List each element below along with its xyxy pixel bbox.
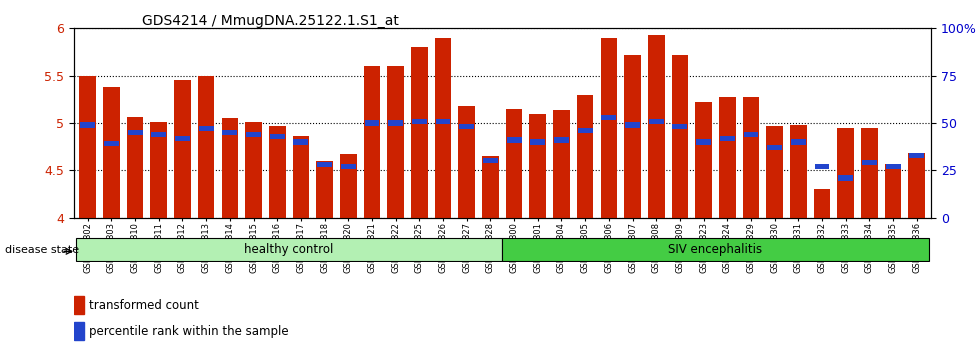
Bar bbox=[577, 95, 594, 218]
Bar bbox=[387, 66, 404, 218]
Bar bbox=[743, 97, 760, 218]
Bar bbox=[744, 132, 759, 137]
Bar bbox=[412, 119, 427, 124]
Bar bbox=[127, 130, 142, 135]
Bar bbox=[813, 189, 830, 218]
Bar bbox=[506, 109, 522, 218]
Bar bbox=[577, 128, 593, 133]
Bar bbox=[507, 137, 521, 143]
Text: disease state: disease state bbox=[5, 245, 79, 255]
Bar bbox=[411, 47, 427, 218]
Text: percentile rank within the sample: percentile rank within the sample bbox=[89, 325, 289, 338]
Text: SIV encephalitis: SIV encephalitis bbox=[668, 242, 762, 256]
Bar bbox=[104, 141, 119, 147]
Bar bbox=[601, 38, 617, 218]
Bar bbox=[766, 126, 783, 218]
Bar bbox=[625, 122, 640, 127]
Bar bbox=[861, 128, 878, 218]
Bar bbox=[459, 106, 475, 218]
Bar bbox=[886, 164, 901, 169]
Bar bbox=[909, 153, 924, 158]
Bar bbox=[103, 87, 120, 218]
Bar bbox=[838, 175, 854, 181]
Bar bbox=[553, 110, 569, 218]
Bar bbox=[648, 35, 664, 218]
Text: healthy control: healthy control bbox=[244, 242, 334, 256]
Bar bbox=[502, 239, 929, 261]
Bar bbox=[602, 115, 616, 120]
Bar bbox=[318, 162, 332, 167]
Bar bbox=[364, 66, 380, 218]
Bar bbox=[671, 55, 688, 218]
Bar bbox=[126, 117, 143, 218]
Bar bbox=[222, 130, 237, 135]
Bar bbox=[435, 38, 452, 218]
Bar bbox=[151, 122, 167, 218]
Bar bbox=[435, 119, 451, 124]
Bar bbox=[74, 322, 84, 340]
Bar bbox=[482, 156, 499, 218]
Bar bbox=[530, 139, 545, 144]
Bar bbox=[270, 134, 284, 139]
Bar bbox=[365, 120, 379, 126]
Bar bbox=[790, 125, 807, 218]
Bar bbox=[293, 136, 310, 218]
Bar bbox=[269, 126, 285, 218]
Bar bbox=[460, 124, 474, 130]
Bar bbox=[317, 161, 333, 218]
Bar bbox=[908, 153, 925, 218]
Bar bbox=[198, 76, 215, 218]
Bar bbox=[221, 118, 238, 218]
Bar bbox=[720, 136, 735, 141]
Bar bbox=[529, 114, 546, 218]
Text: GDS4214 / MmugDNA.25122.1.S1_at: GDS4214 / MmugDNA.25122.1.S1_at bbox=[142, 14, 399, 28]
Text: transformed count: transformed count bbox=[89, 298, 199, 312]
Bar bbox=[245, 122, 262, 218]
Bar bbox=[791, 139, 806, 144]
Bar bbox=[695, 102, 711, 218]
Bar bbox=[74, 296, 84, 314]
Bar bbox=[340, 154, 357, 218]
Bar bbox=[293, 139, 309, 144]
Bar bbox=[199, 126, 214, 131]
Bar bbox=[838, 128, 854, 218]
Bar bbox=[246, 132, 261, 137]
Bar bbox=[174, 80, 191, 218]
Bar bbox=[719, 97, 736, 218]
Bar bbox=[151, 132, 167, 137]
Bar bbox=[885, 164, 902, 218]
Bar bbox=[75, 239, 502, 261]
Bar bbox=[696, 139, 711, 144]
Bar bbox=[341, 164, 356, 169]
Bar bbox=[483, 158, 498, 164]
Bar bbox=[80, 122, 95, 127]
Bar bbox=[554, 137, 569, 143]
Bar bbox=[814, 164, 829, 169]
Bar bbox=[767, 145, 782, 150]
Bar bbox=[672, 124, 687, 130]
Bar bbox=[624, 55, 641, 218]
Bar bbox=[649, 119, 663, 124]
Bar bbox=[388, 120, 403, 126]
Bar bbox=[175, 136, 190, 141]
Bar bbox=[862, 160, 877, 165]
Bar bbox=[79, 76, 96, 218]
